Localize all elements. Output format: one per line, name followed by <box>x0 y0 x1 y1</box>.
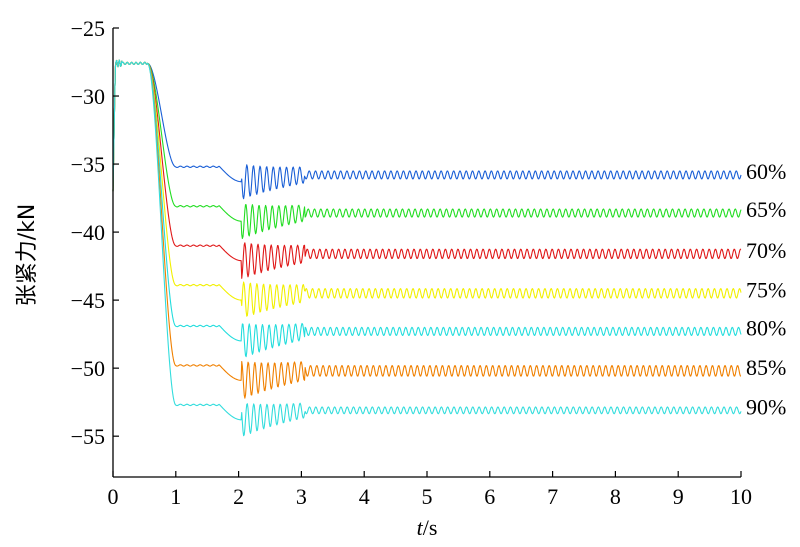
y-axis-label: 张紧力/kN <box>15 204 40 307</box>
series-label-85pct: 85% <box>746 355 786 380</box>
x-tick-label: 7 <box>547 484 558 509</box>
x-tick-label: 3 <box>296 484 307 509</box>
x-axis-label-var: t <box>417 515 424 540</box>
series-label-70pct: 70% <box>746 238 786 263</box>
x-tick-label: 10 <box>730 484 752 509</box>
y-tick-label: −45 <box>71 288 105 313</box>
series-label-80pct: 80% <box>746 315 786 340</box>
series-line-85pct <box>112 59 742 399</box>
series-line-80pct <box>112 59 742 358</box>
series-label-65pct: 65% <box>746 197 786 222</box>
series-line-90pct <box>112 59 742 437</box>
ticks: 0 1 2 3 4 5 6 7 8 9 10 −25 −30 −35 −40 −45 −50 −55 <box>71 16 752 509</box>
series-label-60pct: 60% <box>746 159 786 184</box>
series-label-90pct: 90% <box>746 394 786 419</box>
x-tick-label: 1 <box>170 484 181 509</box>
series-group <box>112 59 742 437</box>
y-tick-label: −25 <box>71 16 105 41</box>
x-axis-label: t/s <box>417 515 438 540</box>
series-line-70pct <box>112 59 742 279</box>
y-tick-label: −35 <box>71 152 105 177</box>
x-tick-label: 8 <box>610 484 621 509</box>
y-tick-label: −30 <box>71 84 105 109</box>
y-tick-label: −50 <box>71 356 105 381</box>
series-line-60pct <box>112 59 742 200</box>
y-tick-label: −40 <box>71 220 105 245</box>
series-labels: 60% 65% 70% 75% 80% 85% 90% <box>746 159 786 419</box>
x-tick-label: 9 <box>673 484 684 509</box>
x-tick-label: 0 <box>108 484 119 509</box>
x-axis-label-unit: /s <box>423 515 438 540</box>
x-tick-label: 6 <box>484 484 495 509</box>
series-line-65pct <box>112 59 742 240</box>
y-tick-label: −55 <box>71 424 105 449</box>
x-tick-label: 2 <box>233 484 244 509</box>
series-label-75pct: 75% <box>746 277 786 302</box>
series-line-75pct <box>112 59 742 317</box>
x-tick-label: 5 <box>422 484 433 509</box>
x-tick-label: 4 <box>359 484 370 509</box>
